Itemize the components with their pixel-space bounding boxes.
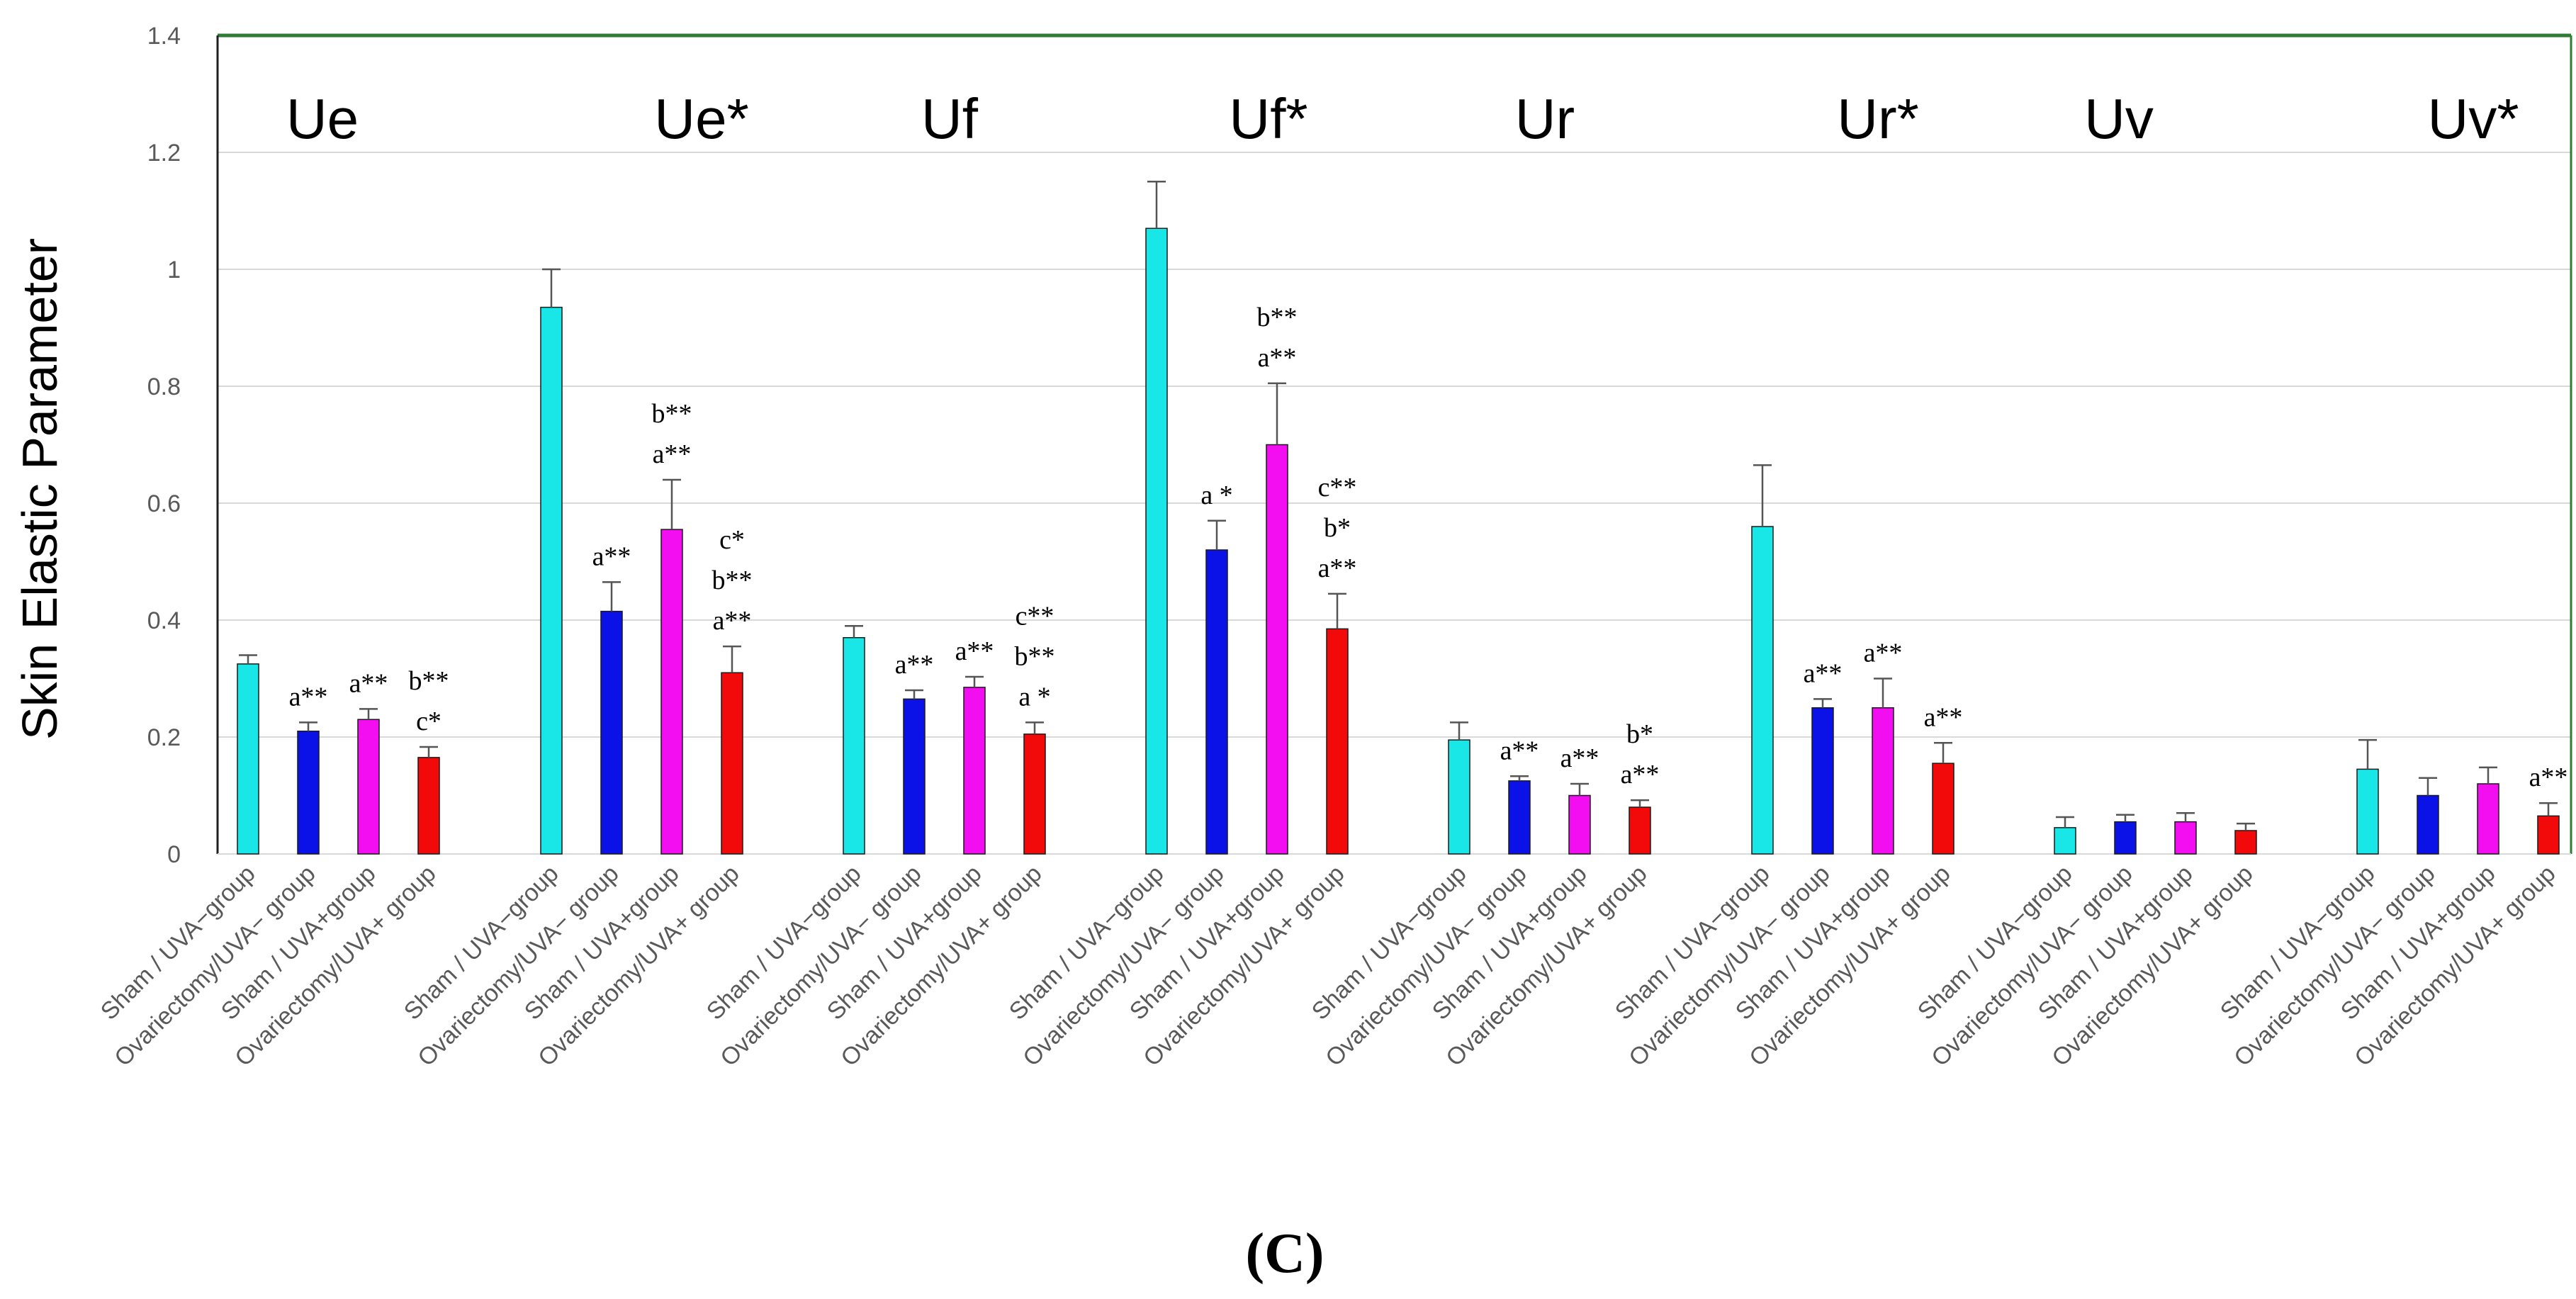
significance-label: a** [1864, 639, 1903, 668]
bar [417, 757, 440, 855]
y-tick-label: 0.8 [147, 373, 181, 400]
bar [1508, 780, 1531, 855]
bar [237, 663, 259, 855]
significance-label: a** [1804, 658, 1843, 688]
significance-label: a** [289, 682, 328, 712]
significance-label: a** [349, 668, 388, 698]
bar [600, 610, 623, 855]
bar [721, 672, 743, 855]
group-label: Ur [1515, 87, 1575, 150]
bar [2054, 827, 2076, 855]
bar [660, 529, 683, 855]
bar [2174, 821, 2197, 855]
significance-label: c** [1016, 601, 1054, 631]
y-tick-label: 0.6 [147, 490, 181, 517]
significance-label: a** [895, 650, 934, 680]
group-label: Ue* [654, 87, 748, 150]
bar [1629, 806, 1651, 855]
y-tick-label: 1.4 [147, 23, 181, 50]
bar [843, 637, 865, 855]
significance-label: a** [653, 439, 692, 469]
gridlines [218, 33, 2571, 855]
bar [540, 306, 563, 855]
bar [2477, 783, 2499, 855]
bar [1568, 794, 1591, 855]
significance-label: a * [1200, 480, 1232, 510]
bar [1751, 526, 1774, 855]
significance-label: a** [1924, 702, 1963, 732]
significance-label: b* [1626, 719, 1653, 749]
significance-label: b** [409, 666, 449, 696]
significance-label: a** [1500, 736, 1539, 765]
bar [1872, 707, 1894, 855]
significance-label: c* [416, 707, 441, 736]
bar [297, 731, 320, 855]
bar [2234, 830, 2257, 855]
y-tick-label: 0.2 [147, 724, 181, 751]
bar [1326, 628, 1349, 855]
panel-label: (C) [1245, 1222, 1324, 1285]
y-axis-label: Skin Elastic Parameter [12, 238, 67, 740]
significance-label: a** [1258, 343, 1297, 373]
significance-label: a * [1018, 682, 1050, 712]
bar [963, 687, 986, 855]
bar [2537, 815, 2560, 855]
group-label: Ur* [1837, 87, 1919, 150]
y-tick-label: 1 [167, 257, 181, 283]
bar [1932, 763, 1955, 855]
bar [2114, 821, 2137, 855]
significance-label: a** [1318, 553, 1357, 583]
bar [2417, 794, 2439, 855]
axes [216, 35, 2572, 855]
significance-label: a** [955, 636, 994, 666]
significance-label: b** [1015, 641, 1055, 671]
bar [1023, 733, 1046, 855]
significance-label: c** [1318, 473, 1357, 502]
bar [1205, 549, 1228, 855]
significance-label: a** [1621, 760, 1660, 789]
significance-label: b* [1324, 513, 1351, 543]
bar [1145, 227, 1168, 855]
significance-label: a** [1560, 743, 1599, 773]
significance-label: b** [652, 399, 692, 429]
bar [2356, 768, 2379, 855]
group-label: Uf [921, 87, 979, 150]
bar [1448, 739, 1470, 855]
significance-label: a** [713, 606, 752, 636]
significance-label: b** [1257, 303, 1298, 332]
bar [357, 719, 380, 855]
y-tick-label: 0.4 [147, 607, 181, 634]
bar [903, 698, 926, 855]
group-label: Ue [286, 87, 359, 150]
significance-label: b** [712, 566, 753, 595]
significance-label: a** [2529, 763, 2568, 792]
y-tick-label: 0 [167, 841, 181, 868]
bars [237, 181, 2560, 855]
significance-label: a** [592, 541, 631, 571]
group-label: Uf* [1229, 87, 1307, 150]
bar [1266, 444, 1288, 855]
group-label: Uv [2084, 87, 2154, 150]
y-tick-label: 1.2 [147, 140, 181, 167]
significance-label: c* [719, 525, 745, 555]
bar [1811, 707, 1834, 855]
group-label: Uv* [2428, 87, 2519, 150]
